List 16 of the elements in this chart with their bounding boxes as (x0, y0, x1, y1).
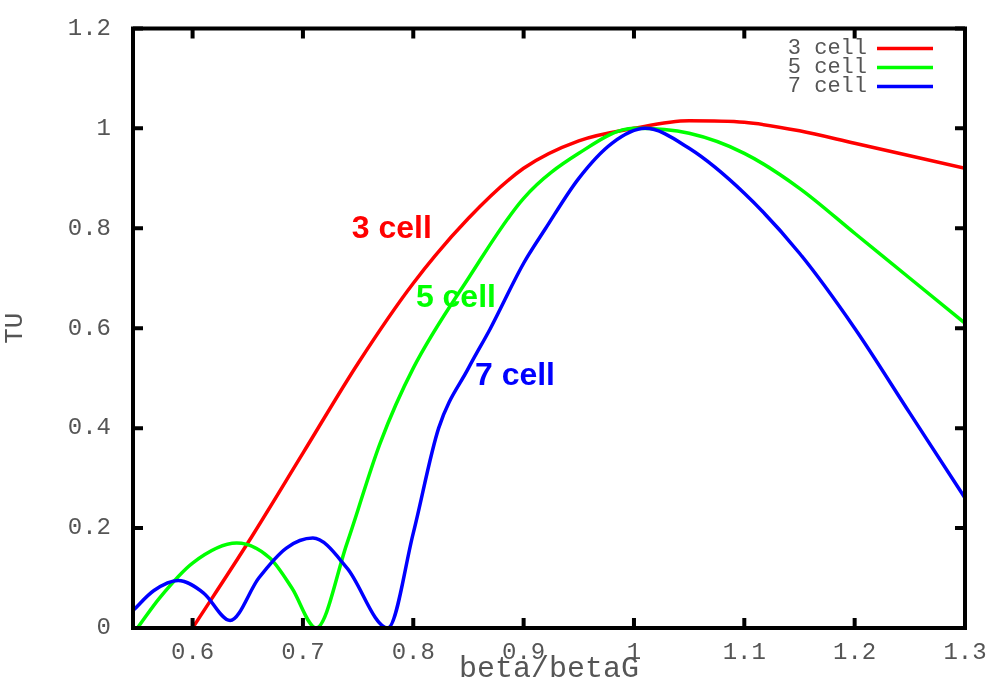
x-tick-label: 1.2 (833, 638, 877, 666)
x-tick-label: 0.8 (391, 638, 435, 666)
x-tick-label: 0.7 (281, 638, 325, 666)
x-tick-label: 1.3 (943, 638, 987, 666)
x-tick-label: 0.6 (170, 638, 215, 666)
y-tick-label: 0 (96, 614, 111, 642)
y-tick-label: 0.2 (67, 514, 111, 542)
annotation: 7 cell (474, 356, 556, 392)
annotation: 3 cell (351, 209, 432, 246)
y-tick-label: 1 (96, 114, 111, 142)
y-tick-label: 0.8 (67, 214, 111, 242)
y-tick-label: 1.2 (67, 14, 111, 42)
y-tick-label: 0.4 (67, 414, 111, 442)
x-tick-label: 1.1 (722, 638, 766, 666)
y-tick-label: 0.6 (67, 314, 111, 342)
y-axis-title: TU (0, 312, 31, 344)
